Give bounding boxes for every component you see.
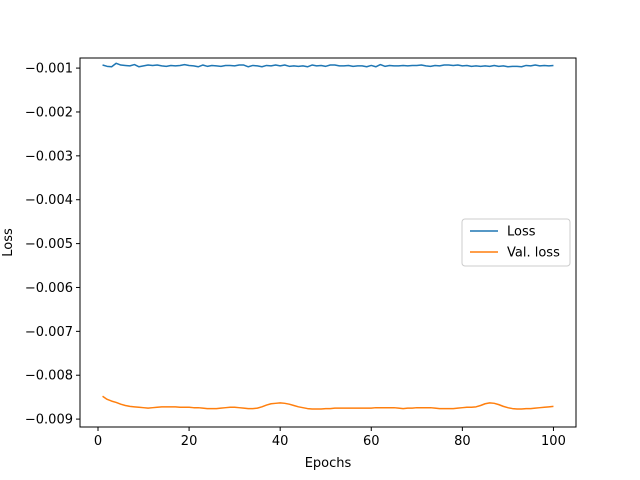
legend-label-1: Val. loss bbox=[507, 246, 560, 261]
y-tick-label: −0.001 bbox=[25, 62, 73, 77]
y-tick-label: −0.005 bbox=[25, 237, 73, 252]
x-axis-label: Epochs bbox=[305, 456, 352, 471]
y-axis-ticks: −0.001 −0.002 −0.003 −0.004 −0.005 −0.006 −0.0… bbox=[25, 62, 80, 428]
x-tick-label: 0 bbox=[94, 434, 102, 449]
y-tick-label: −0.004 bbox=[25, 193, 73, 208]
x-tick-label: 100 bbox=[541, 434, 566, 449]
y-tick-label: −0.002 bbox=[25, 105, 73, 120]
y-tick-label: −0.007 bbox=[25, 325, 73, 340]
legend: Loss Val. loss bbox=[461, 218, 571, 267]
series-line-1 bbox=[102, 395, 554, 410]
series-layer bbox=[102, 62, 554, 410]
x-tick-label: 20 bbox=[181, 434, 198, 449]
x-axis-ticks: 0 20 40 60 80 100 bbox=[94, 427, 566, 449]
x-tick-label: 80 bbox=[454, 434, 471, 449]
y-tick-label: −0.003 bbox=[25, 149, 73, 164]
x-tick-label: 40 bbox=[272, 434, 289, 449]
y-tick-label: −0.009 bbox=[25, 413, 73, 428]
legend-label-0: Loss bbox=[507, 225, 536, 240]
series-line-0 bbox=[102, 62, 554, 68]
y-axis-label: Loss bbox=[1, 228, 16, 257]
y-tick-label: −0.008 bbox=[25, 369, 73, 384]
plot-frame bbox=[79, 57, 577, 428]
y-tick-label: −0.006 bbox=[25, 281, 73, 296]
x-tick-label: 60 bbox=[363, 434, 380, 449]
